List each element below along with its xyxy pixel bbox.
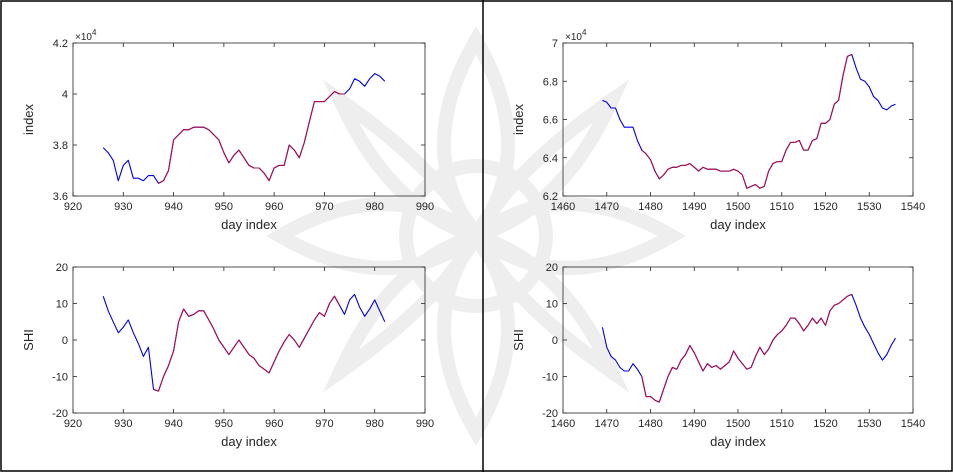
x-tick-label: 1500 xyxy=(726,418,750,430)
chart-top-right: 1460 1470 1480 1490 1500 1510 1520 1530 1540 6.2 6… xyxy=(511,28,925,232)
y-axis-label: SHI xyxy=(511,329,526,351)
y-tick-label: 10 xyxy=(546,299,558,311)
x-tick-label: 1490 xyxy=(682,201,706,213)
x-tick-label: 930 xyxy=(114,418,132,430)
series-line-red xyxy=(153,295,340,392)
x-tick-label: 940 xyxy=(164,418,182,430)
x-tick-label: 1520 xyxy=(813,201,837,213)
x-tick-label: 940 xyxy=(164,201,182,213)
x-tick-label: 920 xyxy=(64,201,82,213)
x-tick-label: 970 xyxy=(315,201,333,213)
x-tick-label: 1540 xyxy=(901,418,925,430)
x-tick-label: 1510 xyxy=(770,418,794,430)
x-tick-label: 1460 xyxy=(551,201,575,213)
watermark-ring xyxy=(399,159,553,313)
x-axis-label: day index xyxy=(221,217,277,232)
y-tick-label: 20 xyxy=(546,262,558,274)
x-tick-label: 1530 xyxy=(857,201,881,213)
exponent-power: 4 xyxy=(582,28,587,37)
plot-box xyxy=(72,42,426,197)
y-axis-label: SHI xyxy=(21,329,36,351)
y-tick-label: 6.8 xyxy=(543,76,558,88)
y-tick-label: 4.2 xyxy=(53,38,68,50)
chart-bottom-left: 920 930 940 950 960 970 980 990 -20 -10 0 10 20 day i… xyxy=(21,262,434,449)
x-axis-label: day index xyxy=(710,434,766,449)
x-tick-label: 920 xyxy=(64,418,82,430)
x-tick-label: 1480 xyxy=(638,201,662,213)
y-tick-label: 3.8 xyxy=(53,140,68,152)
x-tick-label: 950 xyxy=(215,418,233,430)
y-tick-label: 6.4 xyxy=(543,153,558,165)
y-tick-label: 6.6 xyxy=(543,115,558,127)
exponent-label: ×104 xyxy=(565,28,587,43)
x-tick-label: 980 xyxy=(366,201,384,213)
x-tick-label: 1510 xyxy=(770,201,794,213)
y-tick-label: 7 xyxy=(552,38,558,50)
y-tick-label: -10 xyxy=(52,372,68,384)
chart-bottom-right: 1460 1470 1480 1490 1500 1510 1520 1530 1540 -20 -… xyxy=(511,262,925,449)
exponent-label: ×104 xyxy=(75,28,97,43)
x-tick-label: 960 xyxy=(265,201,283,213)
watermark-ornament xyxy=(266,26,686,446)
plot-box xyxy=(562,42,914,197)
x-axis-label: day index xyxy=(221,434,277,449)
x-tick-label: 1480 xyxy=(638,418,662,430)
y-axis-label: index xyxy=(21,103,36,135)
x-tick-label: 970 xyxy=(315,418,333,430)
x-axis-label: day index xyxy=(710,217,766,232)
x-tick-label: 980 xyxy=(366,418,384,430)
exponent-base: ×10 xyxy=(565,32,582,43)
x-tick-label: 1490 xyxy=(682,418,706,430)
y-tick-label: 4 xyxy=(62,89,68,101)
plot-box xyxy=(562,266,914,414)
y-axis-label: index xyxy=(511,103,526,135)
y-tick-label: 10 xyxy=(56,299,68,311)
x-tick-label: 930 xyxy=(114,201,132,213)
y-tick-label: 0 xyxy=(552,335,558,347)
y-tick-label: -20 xyxy=(542,408,558,420)
y-tick-label: -20 xyxy=(52,408,68,420)
x-tick-label: 960 xyxy=(265,418,283,430)
exponent-base: ×10 xyxy=(75,32,92,43)
exponent-power: 4 xyxy=(92,28,97,37)
x-tick-label: 990 xyxy=(416,201,434,213)
x-tick-label: 1460 xyxy=(551,418,575,430)
series-line-red xyxy=(158,90,345,184)
y-tick-label: -10 xyxy=(542,372,558,384)
x-tick-label: 990 xyxy=(416,418,434,430)
x-tick-label: 1520 xyxy=(813,418,837,430)
x-tick-label: 1500 xyxy=(726,201,750,213)
series-line-blue xyxy=(102,73,386,184)
series-line-red xyxy=(641,53,853,189)
watermark-petals xyxy=(266,26,686,446)
x-tick-label: 950 xyxy=(215,201,233,213)
chart-top-left: 920 930 940 950 960 970 980 990 3.6 3.8 4 4.2 day in… xyxy=(21,28,434,232)
x-tick-label: 1530 xyxy=(857,418,881,430)
series-line-red xyxy=(641,293,853,403)
series-line-blue xyxy=(602,53,896,189)
x-tick-label: 1470 xyxy=(595,418,619,430)
y-tick-label: 0 xyxy=(62,335,68,347)
y-tick-label: 6.2 xyxy=(543,191,558,203)
series-line-blue xyxy=(601,293,896,403)
y-tick-label: 3.6 xyxy=(53,191,68,203)
y-tick-label: 20 xyxy=(56,262,68,274)
x-tick-label: 1540 xyxy=(901,201,925,213)
x-tick-label: 1470 xyxy=(595,201,619,213)
